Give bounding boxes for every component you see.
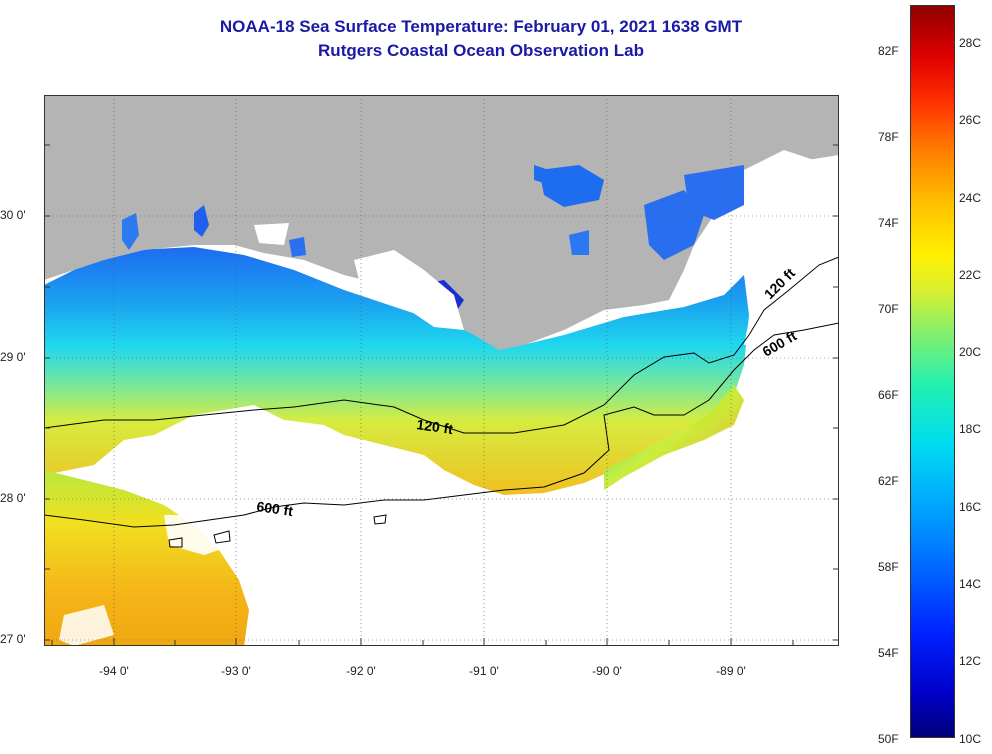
lat-label-29: 29 0' [0,350,26,364]
land [44,95,839,350]
colorbar-f-label: 74F [878,216,899,230]
colorbar-f-label: 54F [878,646,899,660]
lat-label-28: 28 0' [0,491,26,505]
lake [122,213,139,250]
lake [569,230,589,255]
contour-label-120ft: 120 ft [416,416,455,437]
colorbar-c-label: 14C [959,577,982,591]
colorbar-c-label: 12C [959,654,982,668]
cloud-gap [59,605,114,646]
contour-600ft-island [213,530,231,544]
cloud-gap [354,250,464,330]
lon-label-94: -94 0' [99,664,129,678]
lake [534,165,549,183]
lon-label-93: -93 0' [221,664,251,678]
temperature-colorbar [910,5,955,738]
colorbar-c-label: 18C [959,422,982,436]
map-title: NOAA-18 Sea Surface Temperature: Februar… [219,17,743,36]
colorbar-c-label: 22C [959,268,982,282]
lake [194,205,209,237]
map-subtitle: Rutgers Coastal Ocean Observation Lab [318,41,644,60]
lake [289,237,306,257]
colorbar-c-label: 20C [959,345,982,359]
colorbar-f-label: 58F [878,560,899,574]
colorbar-c-label: 16C [959,500,982,514]
colorbar-c-label: 28C [959,36,982,50]
colorbar-f-label: 70F [878,302,899,316]
cloud-gap [744,155,839,345]
contour-120ft [44,256,839,434]
colorbar-f-label: 50F [878,732,899,746]
lake [684,165,744,220]
map-frame [44,95,839,646]
lon-label-92: -92 0' [346,664,376,678]
sst-map: 120 ft 600 ft 120 ft 600 ft [44,95,839,646]
colorbar-f-label: 78F [878,130,899,144]
colorbar-c-label: 24C [959,191,982,205]
contour-600ft-island [373,514,387,525]
contour-600ft [44,322,839,528]
lon-label-91: -91 0' [469,664,499,678]
lat-label-27: 27 0' [0,632,26,646]
axis-ticks [44,144,839,646]
lon-label-90: -90 0' [592,664,622,678]
lat-label-30: 30 0' [0,208,26,222]
grid-lines [44,95,839,646]
sst-field-southeast [604,385,744,490]
contour-label-600ft: 600 ft [256,498,295,519]
colorbar-c-label: 26C [959,113,982,127]
lon-label-89: -89 0' [716,664,746,678]
colorbar-c-label: 10C [959,732,982,746]
cloud-gap [254,223,289,245]
colorbar-f-label: 82F [878,44,899,58]
contour-600ft-island [168,537,183,548]
colorbar-f-label: 66F [878,388,899,402]
colorbar-f-label: 62F [878,474,899,488]
sst-field [44,247,749,495]
lake [539,165,604,207]
sst-field-southwest [44,470,249,646]
